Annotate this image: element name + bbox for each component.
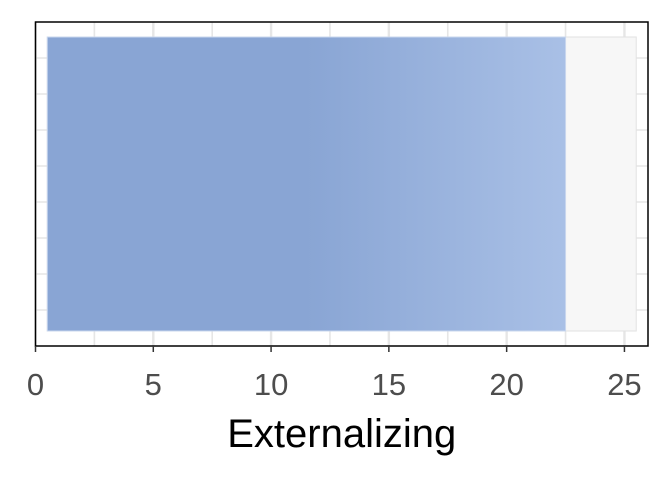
bar-layer: [46, 36, 567, 332]
x-axis-title: Externalizing: [227, 412, 456, 456]
x-tick-label: 10: [254, 367, 288, 402]
x-tick-label: 20: [489, 367, 523, 402]
plot-frame: [34, 21, 649, 347]
x-tick-label: 5: [145, 367, 162, 402]
x-tick-label: 0: [27, 367, 44, 402]
x-tick-label: 25: [607, 367, 641, 402]
x-tick-layer: 0 5 10 15 20 25: [27, 346, 642, 402]
x-tick-label: 15: [372, 367, 406, 402]
bar: [46, 36, 567, 332]
